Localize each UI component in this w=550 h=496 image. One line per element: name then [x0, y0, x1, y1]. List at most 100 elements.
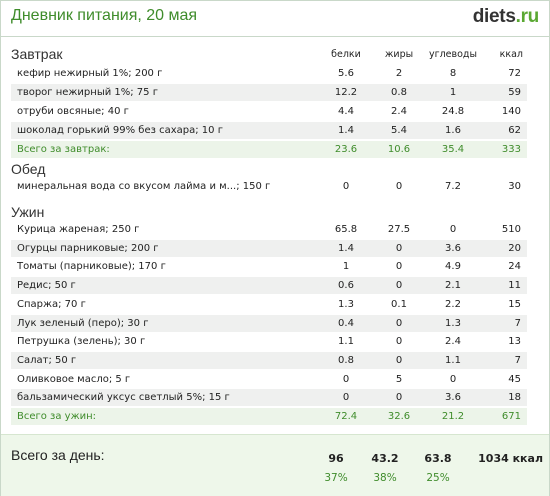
food-name: творог нежирный 1%; 75 г — [17, 87, 158, 98]
food-name: Петрушка (зелень); 30 г — [17, 336, 146, 348]
dinner-total-row: Всего за ужин: 72.4 32.6 21.2 671 — [11, 408, 527, 425]
food-name: кефир нежирный 1%; 200 г — [17, 68, 163, 79]
fats-cell: 2 — [395, 68, 403, 79]
table-row[interactable]: минеральная вода со вкусом лайма и м...;… — [11, 178, 527, 195]
fats-cell: 2.4 — [391, 106, 407, 117]
col-header-proteins: белки — [331, 49, 361, 60]
carbs-cell: 7.2 — [445, 181, 461, 192]
carbs-cell: 24.8 — [441, 106, 465, 117]
kcal-cell: 18 — [508, 392, 521, 404]
col-header-fats: жиры — [384, 49, 414, 60]
carbs-cell: 1.3 — [445, 317, 461, 329]
fats-cell: 0 — [395, 354, 403, 366]
site-logo[interactable]: diets.ru — [472, 6, 540, 28]
fats-cell: 0 — [395, 392, 403, 404]
carbs-cell: 3.6 — [445, 242, 461, 254]
proteins-cell: 0.6 — [338, 280, 354, 292]
food-name: Редис; 50 г — [17, 280, 76, 292]
kcal-cell: 15 — [508, 298, 521, 310]
food-name: Томаты (парниковые); 170 г — [17, 261, 166, 273]
carbs-cell: 0 — [449, 373, 457, 385]
kcal-cell: 20 — [508, 242, 521, 254]
kcal-cell: 671 — [501, 411, 521, 422]
table-row[interactable]: Петрушка (зелень); 30 г 1.1 0 2.4 13 — [11, 333, 527, 350]
fats-cell: 10.6 — [387, 144, 411, 155]
food-name: шоколад горький 99% без сахара; 10 г — [17, 125, 223, 136]
fats-cell: 0.8 — [391, 87, 407, 98]
carbs-cell: 3.6 — [445, 392, 461, 404]
kcal-cell: 7 — [514, 354, 521, 366]
table-row[interactable]: шоколад горький 99% без сахара; 10 г 1.4 5… — [11, 122, 527, 139]
carbs-cell: 2.4 — [445, 336, 461, 348]
proteins-cell: 0.8 — [338, 354, 354, 366]
proteins-cell: 0 — [342, 373, 350, 385]
proteins-cell: 5.6 — [338, 68, 354, 79]
table-row[interactable]: Оливковое масло; 5 г 0 5 0 45 — [11, 371, 527, 388]
logo-main: diets — [472, 6, 516, 27]
food-name: Лук зеленый (перо); 30 г — [17, 317, 149, 329]
fats-cell: 0 — [395, 261, 403, 273]
kcal-cell: 24 — [508, 261, 521, 273]
food-name: Спаржа; 70 г — [17, 298, 86, 310]
table-row[interactable]: бальзамический уксус светлый 5%; 15 г 0 0 3… — [11, 389, 527, 407]
fats-cell: 5 — [395, 373, 403, 385]
fats-cell: 0.1 — [391, 298, 407, 310]
page-title: Дневник питания, 20 мая — [11, 7, 198, 24]
food-name: бальзамический уксус светлый 5%; 15 г — [17, 392, 230, 404]
logo-suffix: .ru — [515, 6, 540, 27]
proteins-cell: 1.3 — [338, 298, 354, 310]
food-name: Салат; 50 г — [17, 354, 77, 366]
total-label: Всего за завтрак: — [17, 144, 110, 155]
proteins-cell: 4.4 — [338, 106, 354, 117]
carbs-cell: 0 — [449, 224, 457, 235]
header: Дневник питания, 20 мая diets.ru — [1, 1, 549, 37]
fats-cell: 27.5 — [387, 224, 411, 235]
col-header-kcal: ккал — [499, 49, 523, 60]
fats-cell: 0 — [395, 317, 403, 329]
table-row[interactable]: Курица жареная; 250 г 65.8 27.5 0 510 — [11, 221, 527, 238]
proteins-cell: 1.4 — [338, 125, 354, 136]
table-row[interactable]: Огурцы парниковые; 200 г 1.4 0 3.6 20 — [11, 239, 527, 257]
day-total-kcal: 1034 ккал — [478, 452, 543, 465]
proteins-cell: 65.8 — [334, 224, 358, 235]
proteins-cell: 0.4 — [338, 317, 354, 329]
day-total-carbs: 63.8 — [424, 452, 452, 465]
fats-cell: 0 — [395, 336, 403, 348]
carbs-cell: 4.9 — [445, 261, 461, 273]
col-header-carbs: углеводы — [428, 49, 477, 60]
table-row[interactable]: Редис; 50 г 0.6 0 2.1 11 — [11, 277, 527, 295]
kcal-cell: 30 — [508, 181, 521, 192]
kcal-cell: 62 — [508, 125, 521, 136]
proteins-cell: 12.2 — [334, 87, 358, 98]
proteins-cell: 0 — [342, 392, 350, 404]
proteins-cell: 1.4 — [338, 242, 354, 254]
food-name: Оливковое масло; 5 г — [17, 373, 131, 385]
kcal-cell: 7 — [514, 317, 521, 329]
table-row[interactable]: Салат; 50 г 0.8 0 1.1 7 — [11, 351, 527, 369]
table-row[interactable]: Спаржа; 70 г 1.3 0.1 2.2 15 — [11, 296, 527, 313]
fats-cell: 32.6 — [387, 411, 411, 422]
food-name: минеральная вода со вкусом лайма и м...;… — [17, 181, 271, 192]
fats-cell: 5.4 — [391, 125, 407, 136]
fats-cell: 0 — [395, 242, 403, 254]
proteins-cell: 23.6 — [334, 144, 358, 155]
table-row[interactable]: творог нежирный 1%; 75 г 12.2 0.8 1 59 — [11, 84, 527, 101]
table-row[interactable]: отруби овсяные; 40 г 4.4 2.4 24.8 140 — [11, 103, 527, 120]
carbs-cell: 1.1 — [445, 354, 461, 366]
fats-cell: 0 — [395, 181, 403, 192]
kcal-cell: 13 — [508, 336, 521, 348]
day-pct-fats: 38% — [373, 472, 397, 484]
carbs-cell: 2.1 — [445, 280, 461, 292]
kcal-cell: 59 — [508, 87, 521, 98]
table-row[interactable]: Томаты (парниковые); 170 г 1 0 4.9 24 — [11, 258, 527, 275]
table-row[interactable]: Лук зеленый (перо); 30 г 0.4 0 1.3 7 — [11, 314, 527, 332]
proteins-cell: 72.4 — [334, 411, 358, 422]
fats-cell: 0 — [395, 280, 403, 292]
carbs-cell: 35.4 — [441, 144, 465, 155]
table-row[interactable]: кефир нежирный 1%; 200 г 5.6 2 8 72 — [11, 65, 527, 82]
day-pct-carbs: 25% — [426, 472, 450, 484]
carbs-cell: 21.2 — [441, 411, 465, 422]
kcal-cell: 510 — [501, 224, 521, 235]
breakfast-total-row: Всего за завтрак: 23.6 10.6 35.4 333 — [11, 141, 527, 158]
